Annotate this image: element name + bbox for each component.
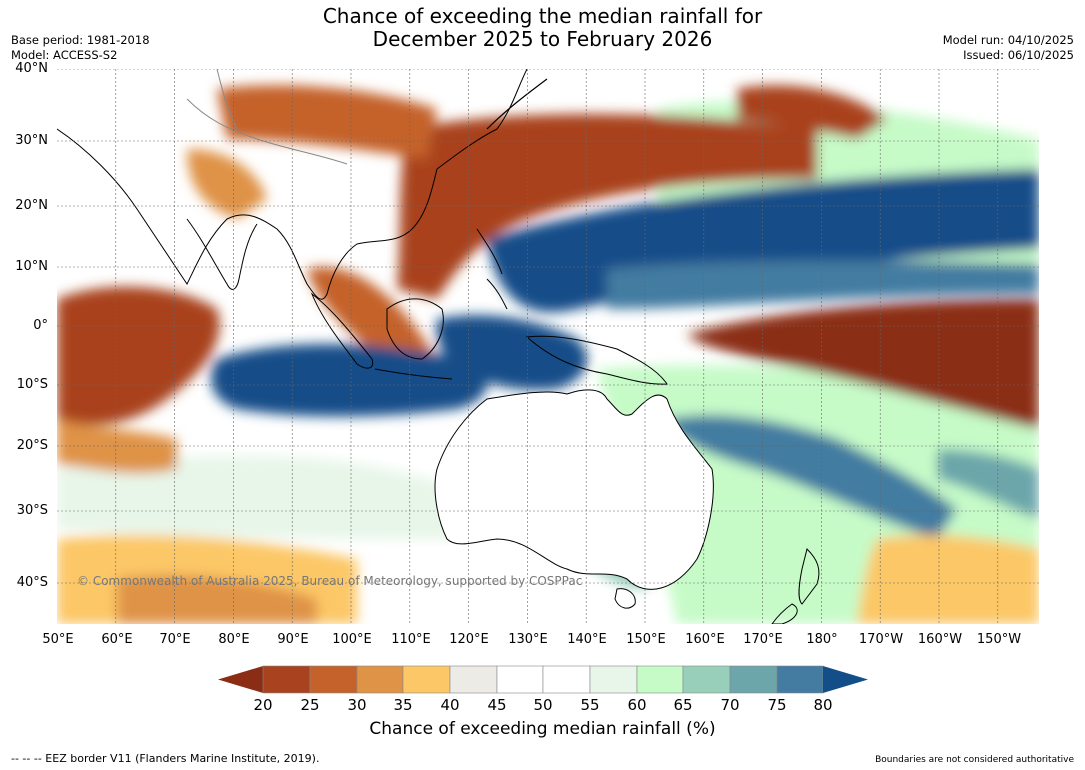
lon-label: 160°W: [917, 632, 963, 647]
colorbar-tick: 50: [533, 696, 552, 714]
base-period: Base period: 1981-2018: [11, 33, 150, 47]
tasmania-outline: [614, 588, 636, 609]
lat-label: 40°N: [15, 61, 48, 76]
java-outline: [374, 368, 453, 380]
colorbar: 20 25 30 35 40 45 50 55 60 65 70 75 80: [218, 665, 868, 714]
colorbar-tick: 75: [767, 696, 786, 714]
lat-label: 0°: [33, 318, 48, 333]
lat-label: 10°S: [16, 377, 48, 392]
lon-label: 110°E: [391, 632, 431, 647]
lon-label: 80°E: [218, 632, 250, 647]
new-zealand-outline: [798, 548, 820, 605]
colorbar-tick: 30: [347, 696, 366, 714]
australia-outline: [434, 389, 714, 590]
lon-label: 50°E: [42, 632, 74, 647]
lat-label: 20°N: [15, 198, 48, 213]
colorbar-swatch: [776, 665, 824, 694]
lon-label: 150°W: [976, 632, 1022, 647]
lon-label: 60°E: [101, 632, 133, 647]
eez-legend: -- -- -- EEZ border V11 (Flanders Marine…: [11, 752, 320, 765]
colorbar-low-arrow: [218, 666, 263, 693]
colorbar-high-arrow: [823, 666, 868, 693]
lon-label: 140°E: [567, 632, 607, 647]
colorbar-tick: 65: [673, 696, 692, 714]
colorbar-swatch: [309, 665, 358, 694]
rainfall-map: © Commonwealth of Australia 2025, Bureau…: [57, 69, 1039, 624]
lon-label: 100°E: [332, 632, 372, 647]
colorbar-swatch: [729, 665, 778, 694]
lon-label: 160°E: [685, 632, 725, 647]
borneo-outline: [386, 298, 444, 360]
colorbar-swatch: [262, 665, 311, 694]
colorbar-swatch: [589, 665, 638, 694]
colorbar-swatch: [402, 665, 451, 694]
rainfall-field: [57, 69, 1039, 624]
lat-label: 40°S: [16, 575, 48, 590]
colorbar-swatch: [542, 665, 591, 694]
colorbar-title: Chance of exceeding median rainfall (%): [369, 719, 716, 739]
lon-label: 70°E: [159, 632, 191, 647]
lon-label: 180°: [806, 632, 838, 647]
colorbar-tick: 70: [720, 696, 739, 714]
country-borders: [186, 69, 348, 165]
colorbar-swatch: [682, 665, 731, 694]
colorbar-tick: 60: [627, 696, 646, 714]
colorbar-tick: 20: [253, 696, 272, 714]
issued-date: Issued: 06/10/2025: [963, 48, 1074, 62]
meta-left: Base period: 1981-2018 Model: ACCESS-S2: [11, 33, 150, 63]
colorbar-swatch: [636, 665, 684, 694]
colorbar-swatch: [449, 665, 498, 694]
colorbar-tick: 55: [580, 696, 599, 714]
copyright-notice: © Commonwealth of Australia 2025, Bureau…: [77, 574, 582, 588]
title-line-2: December 2025 to February 2026: [372, 27, 713, 51]
lat-label: 30°S: [16, 503, 48, 518]
colorbar-tick: 25: [300, 696, 319, 714]
model-name: Model: ACCESS-S2: [11, 48, 118, 62]
lat-label: 10°N: [15, 259, 48, 274]
philippines-outline: [476, 228, 508, 310]
model-run: Model run: 04/10/2025: [942, 33, 1074, 47]
colorbar-swatch: [496, 665, 544, 694]
lon-label: 170°W: [858, 632, 904, 647]
new-guinea-outline: [525, 335, 668, 385]
colorbar-swatch: [356, 665, 404, 694]
meta-right: Model run: 04/10/2025 Issued: 06/10/2025: [943, 33, 1074, 63]
graticule: [57, 69, 1039, 624]
lat-label: 30°N: [15, 133, 48, 148]
boundary-disclaimer: Boundaries are not considered authoritat…: [875, 755, 1074, 765]
sumatra-outline: [310, 292, 374, 369]
japan-outline: [486, 78, 548, 130]
asia-coastline: [57, 69, 528, 300]
lon-label: 120°E: [449, 632, 489, 647]
lat-label: 20°S: [16, 438, 48, 453]
colorbar-tick: 45: [487, 696, 506, 714]
title-line-1: Chance of exceeding the median rainfall …: [322, 4, 763, 28]
lon-label: 150°E: [626, 632, 666, 647]
map-title: Chance of exceeding the median rainfall …: [0, 5, 1085, 51]
lon-label: 90°E: [277, 632, 309, 647]
lon-label: 170°E: [743, 632, 783, 647]
colorbar-tick: 40: [440, 696, 459, 714]
colorbar-tick: 80: [813, 696, 832, 714]
colorbar-tick: 35: [393, 696, 412, 714]
lon-label: 130°E: [508, 632, 548, 647]
